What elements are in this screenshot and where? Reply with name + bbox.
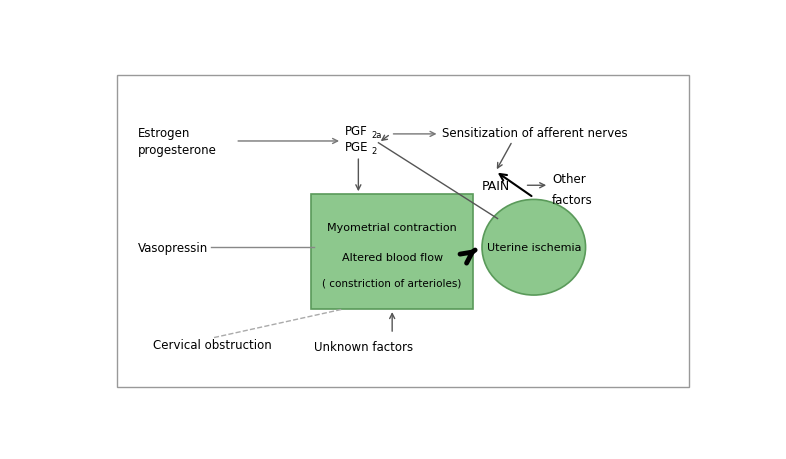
Text: PAIN: PAIN <box>481 179 509 192</box>
Text: Vasopressin: Vasopressin <box>138 241 208 254</box>
Text: progesterone: progesterone <box>138 144 217 157</box>
Text: 2a: 2a <box>372 131 382 140</box>
Text: Myometrial contraction: Myometrial contraction <box>327 223 457 233</box>
Text: Sensitization of afferent nerves: Sensitization of afferent nerves <box>443 126 628 140</box>
Text: Unknown factors: Unknown factors <box>314 340 413 353</box>
Bar <box>116 76 689 387</box>
Text: 2: 2 <box>372 147 377 156</box>
Text: PGF: PGF <box>345 124 368 138</box>
Text: Cervical obstruction: Cervical obstruction <box>153 338 272 352</box>
Text: Other: Other <box>552 172 586 185</box>
Text: Altered blood flow: Altered blood flow <box>342 253 443 263</box>
Text: Estrogen: Estrogen <box>138 126 190 140</box>
Text: ( constriction of arterioles): ( constriction of arterioles) <box>322 278 462 288</box>
FancyBboxPatch shape <box>311 195 473 309</box>
Text: PGE: PGE <box>345 140 369 153</box>
Text: Uterine ischemia: Uterine ischemia <box>487 243 581 253</box>
Text: factors: factors <box>552 194 593 207</box>
Ellipse shape <box>482 200 586 296</box>
